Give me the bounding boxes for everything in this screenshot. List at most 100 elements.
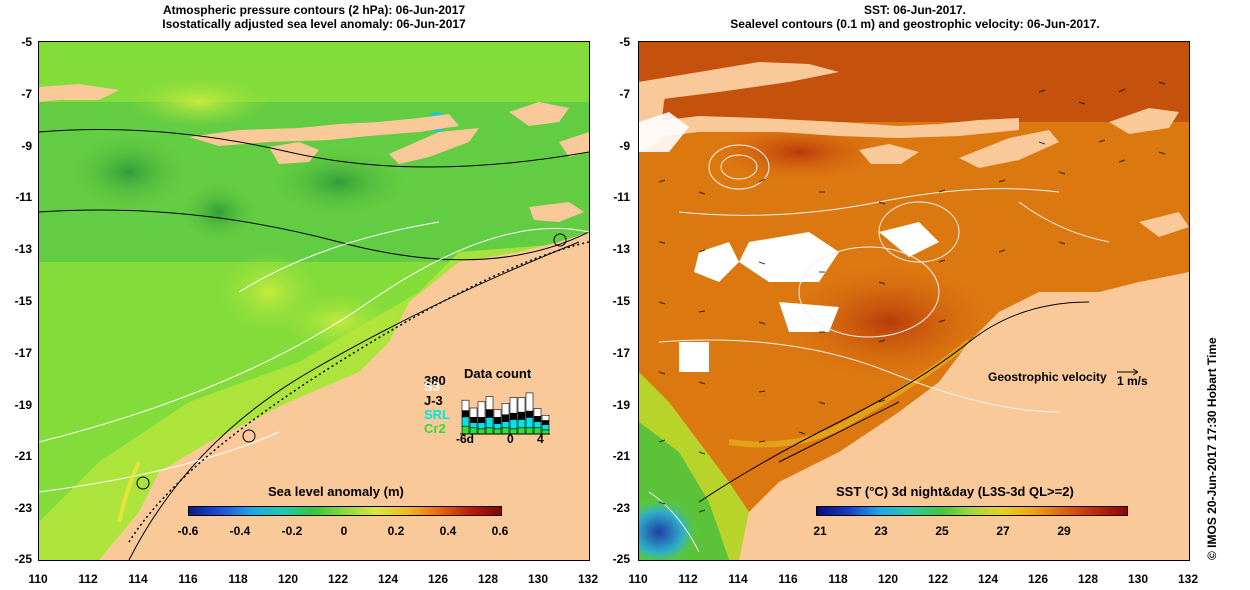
dc-tick: 4 (537, 432, 544, 446)
legend-cr2: Cr2 (424, 421, 446, 436)
data-count-bar-segment (477, 417, 486, 423)
sla-tick: 0.6 (491, 524, 509, 538)
data-count-bars (460, 392, 550, 435)
data-count-bar-segment (541, 420, 550, 425)
data-count-bar-segment (493, 428, 502, 435)
lon-label: 118 (828, 572, 848, 586)
lat-label: -13 (14, 242, 32, 256)
lon-label: 128 (477, 572, 499, 586)
sla-tick: -0.4 (229, 524, 251, 538)
data-count-bar-segment (517, 397, 526, 413)
data-count-bar-segment (469, 417, 478, 423)
lat-label: -19 (14, 398, 32, 412)
sst-colorbar-title: SST (°C) 3d night&day (L3S-3d QL>=2) (836, 484, 1074, 499)
data-count-bar-segment (485, 417, 494, 429)
sst-tick: 23 (874, 524, 888, 538)
data-count-bar-segment (493, 409, 502, 418)
lat-label: -21 (612, 449, 630, 463)
legend-s3: S3 (424, 379, 440, 394)
sla-tick: 0 (340, 524, 348, 538)
legend-srl: SRL (424, 407, 450, 422)
sea-level-anomaly-map[interactable] (38, 41, 590, 561)
sla-tick: -0.6 (177, 524, 199, 538)
data-count-bar-segment (541, 414, 550, 421)
right-panel-title: SST: 06-Jun-2017. Sealevel contours (0.1… (640, 3, 1190, 31)
lon-label: 112 (678, 572, 698, 586)
lon-label: 122 (327, 572, 349, 586)
sst-colorbar (816, 506, 1128, 516)
data-count-bar-segment (461, 416, 470, 427)
data-count-bar-segment (477, 401, 486, 418)
lon-label: 116 (778, 572, 798, 586)
lon-label: 128 (1077, 572, 1099, 586)
lat-label: -23 (612, 501, 630, 515)
lon-label: 114 (128, 572, 148, 586)
data-count-bar-segment (501, 403, 510, 416)
lat-label: -25 (612, 552, 630, 566)
lon-label: 114 (728, 572, 748, 586)
velocity-arrow-icon (1117, 368, 1139, 376)
legend-j3: J-3 (424, 393, 443, 408)
right-title-line2: Sealevel contours (0.1 m) and geostrophi… (730, 17, 1100, 31)
sst-tick: 29 (1057, 524, 1071, 538)
lon-label: 126 (427, 572, 449, 586)
data-count-bar-segment (533, 408, 542, 417)
data-count-bar-segment (493, 417, 502, 424)
dc-tick: 0 (507, 432, 514, 446)
lat-label: -5 (619, 35, 630, 49)
lat-label: -5 (21, 35, 32, 49)
data-count-title: Data count (464, 366, 532, 381)
data-count-bar-segment (501, 414, 510, 422)
left-panel-title: Atmospheric pressure contours (2 hPa): 0… (40, 3, 588, 31)
data-count-bar-segment (509, 397, 518, 414)
left-title-line2: Isostatically adjusted sea level anomaly… (162, 17, 466, 31)
left-title-line1: Atmospheric pressure contours (2 hPa): 0… (162, 3, 466, 17)
lon-label: 112 (78, 572, 98, 586)
sla-colorbar-title: Sea level anomaly (m) (268, 484, 404, 499)
lat-label: -7 (619, 87, 630, 101)
right-title-line1: SST: 06-Jun-2017. (863, 3, 967, 17)
lon-label: 130 (527, 572, 549, 586)
lat-label: -15 (14, 294, 32, 308)
imos-credit: © IMOS 20-Jun-2017 17:30 Hobart Time (1191, 295, 1219, 560)
land-australia (99, 232, 589, 560)
data-count-legend: S3 J-3 SRL Cr2 (424, 380, 450, 436)
sst-map[interactable] (638, 41, 1190, 561)
lon-label: 132 (1177, 572, 1199, 586)
lat-label: -15 (612, 294, 630, 308)
land-australia-sst (739, 272, 1189, 560)
lat-label: -17 (14, 346, 32, 360)
lon-label: 124 (977, 572, 999, 586)
lat-label: -13 (612, 242, 630, 256)
data-count-bar-segment (509, 419, 518, 430)
sla-tick: 0.2 (387, 524, 405, 538)
sst-tick: 25 (935, 524, 949, 538)
lat-label: -7 (21, 87, 32, 101)
data-count-bar-segment (525, 410, 534, 418)
data-count-bar-segment (501, 421, 510, 429)
data-count-bar-segment (469, 422, 478, 429)
lon-label: 130 (1127, 572, 1149, 586)
lon-label: 118 (228, 572, 248, 586)
data-count-bar-segment (485, 427, 494, 435)
sla-tick: 0.4 (439, 524, 457, 538)
data-count-bar-segment (533, 421, 542, 429)
lon-label: 120 (277, 572, 299, 586)
lat-label: -25 (14, 552, 32, 566)
lat-label: -17 (612, 346, 630, 360)
data-count-bar-segment (477, 422, 486, 430)
data-count-bar-segment (517, 427, 526, 435)
data-count-bar-segment (493, 423, 502, 430)
dc-tick: -6d (456, 432, 474, 446)
lon-label: 116 (178, 572, 198, 586)
lat-label: -21 (14, 449, 32, 463)
sla-map-graphic (39, 42, 589, 560)
lat-label: -23 (14, 501, 32, 515)
lat-label: -9 (21, 139, 32, 153)
sla-tick: -0.2 (281, 524, 303, 538)
lon-label: 122 (927, 572, 949, 586)
data-count-bar-segment (509, 412, 518, 420)
sst-tick: 21 (813, 524, 827, 538)
lat-label: -9 (619, 139, 630, 153)
lat-label: -11 (613, 190, 630, 204)
